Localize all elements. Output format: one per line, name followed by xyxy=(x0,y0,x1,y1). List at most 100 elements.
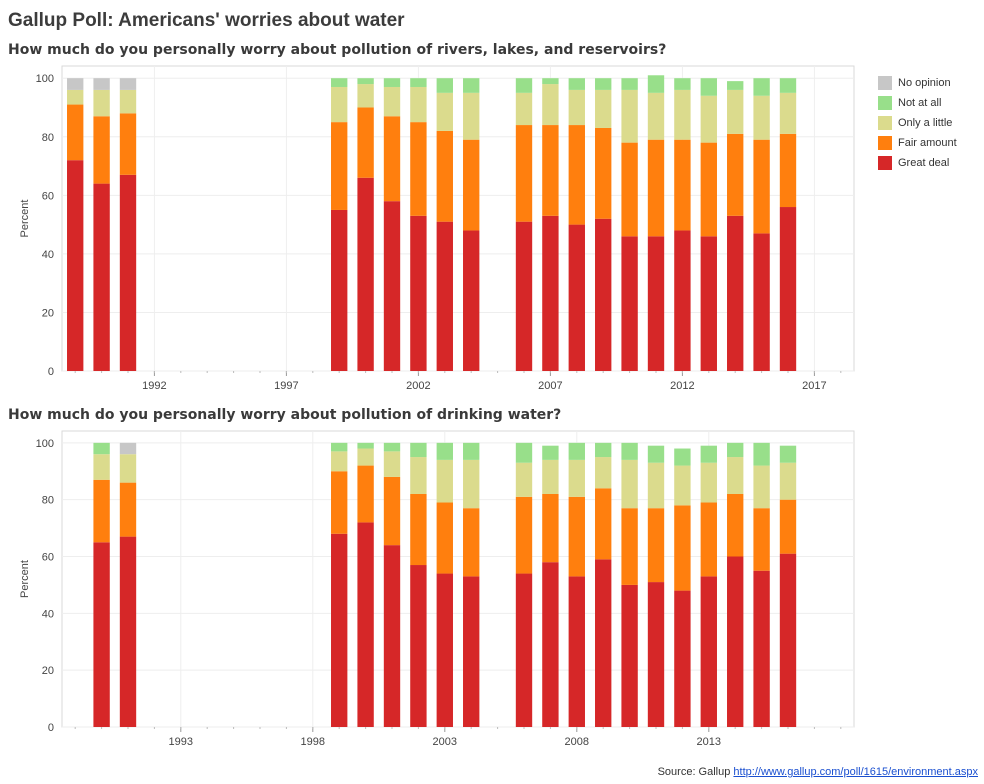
bar-only-a-little-2001[interactable] xyxy=(383,451,401,477)
bar-not-at-all-2014[interactable] xyxy=(727,81,744,90)
bar-only-a-little-2009[interactable] xyxy=(595,89,612,128)
bar-only-a-little-2012[interactable] xyxy=(674,465,691,506)
bar-only-a-little-1989[interactable] xyxy=(67,89,84,105)
bar-only-a-little-2008[interactable] xyxy=(568,459,585,497)
bar-not-at-all-2001[interactable] xyxy=(383,442,401,452)
bar-great-deal-2007[interactable] xyxy=(542,215,559,371)
legend-item-fair-amount[interactable]: Fair amount xyxy=(878,133,957,153)
bar-only-a-little-1991[interactable] xyxy=(119,454,137,483)
bar-fair-amount-2000[interactable] xyxy=(357,107,374,178)
bar-not-at-all-1999[interactable] xyxy=(331,442,348,452)
bar-fair-amount-1989[interactable] xyxy=(67,104,84,161)
bar-fair-amount-2016[interactable] xyxy=(779,499,797,554)
bar-fair-amount-2008[interactable] xyxy=(568,125,585,225)
bar-not-at-all-2012[interactable] xyxy=(674,78,691,90)
bar-great-deal-1999[interactable] xyxy=(331,533,348,727)
bar-fair-amount-2011[interactable] xyxy=(647,508,665,583)
bar-great-deal-2008[interactable] xyxy=(568,576,585,727)
bar-great-deal-2001[interactable] xyxy=(383,545,401,727)
bar-fair-amount-2016[interactable] xyxy=(779,133,797,208)
bar-not-at-all-2002[interactable] xyxy=(410,442,427,458)
bar-not-at-all-2000[interactable] xyxy=(357,442,374,449)
bar-not-at-all-2010[interactable] xyxy=(621,78,638,90)
bar-great-deal-2016[interactable] xyxy=(779,553,797,727)
bar-fair-amount-2002[interactable] xyxy=(410,122,427,216)
bar-only-a-little-2001[interactable] xyxy=(383,86,401,117)
bar-not-at-all-1999[interactable] xyxy=(331,78,348,87)
bar-not-at-all-2002[interactable] xyxy=(410,78,427,87)
bar-great-deal-2002[interactable] xyxy=(410,215,427,371)
bar-fair-amount-2007[interactable] xyxy=(542,125,559,216)
bar-fair-amount-2003[interactable] xyxy=(436,502,453,574)
bar-only-a-little-2000[interactable] xyxy=(357,84,374,108)
bar-only-a-little-2014[interactable] xyxy=(727,457,744,494)
bar-great-deal-2002[interactable] xyxy=(410,565,427,727)
bar-only-a-little-2014[interactable] xyxy=(727,89,744,134)
bar-great-deal-2003[interactable] xyxy=(436,221,453,371)
bar-not-at-all-2013[interactable] xyxy=(700,445,717,463)
bar-great-deal-2015[interactable] xyxy=(753,570,770,727)
bar-great-deal-1990[interactable] xyxy=(93,542,110,727)
bar-great-deal-2016[interactable] xyxy=(779,207,797,371)
bar-fair-amount-2001[interactable] xyxy=(383,116,401,202)
bar-great-deal-2004[interactable] xyxy=(463,230,480,371)
bar-only-a-little-2011[interactable] xyxy=(647,92,665,140)
bar-fair-amount-2011[interactable] xyxy=(647,139,665,237)
bar-only-a-little-2008[interactable] xyxy=(568,89,585,126)
bar-fair-amount-2006[interactable] xyxy=(515,125,533,222)
bar-no-opinion-1991[interactable] xyxy=(119,78,137,90)
bar-fair-amount-2010[interactable] xyxy=(621,508,638,585)
bar-fair-amount-2008[interactable] xyxy=(568,496,585,577)
bar-only-a-little-2013[interactable] xyxy=(700,462,717,503)
bar-only-a-little-2015[interactable] xyxy=(753,95,770,140)
bar-fair-amount-2010[interactable] xyxy=(621,142,638,237)
bar-only-a-little-2000[interactable] xyxy=(357,448,374,466)
bar-not-at-all-2006[interactable] xyxy=(515,78,533,93)
bar-only-a-little-2004[interactable] xyxy=(463,92,480,140)
bar-fair-amount-1991[interactable] xyxy=(119,113,137,175)
bar-great-deal-2013[interactable] xyxy=(700,576,717,727)
bar-fair-amount-2015[interactable] xyxy=(753,508,770,571)
bar-fair-amount-2012[interactable] xyxy=(674,505,691,591)
bar-fair-amount-2001[interactable] xyxy=(383,476,401,546)
bar-not-at-all-2011[interactable] xyxy=(647,75,665,93)
legend-item-not-at-all[interactable]: Not at all xyxy=(878,93,957,113)
bar-fair-amount-1999[interactable] xyxy=(331,122,348,210)
bar-fair-amount-2000[interactable] xyxy=(357,465,374,523)
source-link[interactable]: http://www.gallup.com/poll/1615/environm… xyxy=(733,766,978,778)
bar-not-at-all-2011[interactable] xyxy=(647,445,665,463)
bar-only-a-little-2003[interactable] xyxy=(436,92,453,131)
bar-fair-amount-1990[interactable] xyxy=(93,479,110,543)
bar-only-a-little-1991[interactable] xyxy=(119,89,137,114)
bar-fair-amount-2006[interactable] xyxy=(515,496,533,574)
bar-fair-amount-2007[interactable] xyxy=(542,493,559,563)
bar-not-at-all-2004[interactable] xyxy=(463,78,480,93)
bar-fair-amount-2015[interactable] xyxy=(753,139,770,234)
bar-not-at-all-2006[interactable] xyxy=(515,442,533,463)
bar-only-a-little-2004[interactable] xyxy=(463,459,480,509)
bar-only-a-little-2016[interactable] xyxy=(779,462,797,500)
bar-great-deal-2011[interactable] xyxy=(647,582,665,727)
bar-only-a-little-2006[interactable] xyxy=(515,92,533,126)
bar-great-deal-1991[interactable] xyxy=(119,174,137,371)
bar-not-at-all-2009[interactable] xyxy=(595,78,612,90)
bar-not-at-all-2013[interactable] xyxy=(700,78,717,96)
bar-not-at-all-2015[interactable] xyxy=(753,78,770,96)
bar-fair-amount-1999[interactable] xyxy=(331,471,348,534)
bar-fair-amount-2009[interactable] xyxy=(595,488,612,560)
bar-great-deal-2004[interactable] xyxy=(463,576,480,727)
bar-only-a-little-1990[interactable] xyxy=(93,454,110,480)
bar-only-a-little-2002[interactable] xyxy=(410,457,427,494)
bar-not-at-all-2009[interactable] xyxy=(595,442,612,458)
legend-item-only-a-little[interactable]: Only a little xyxy=(878,113,957,133)
bar-only-a-little-2012[interactable] xyxy=(674,89,691,140)
bar-not-at-all-2003[interactable] xyxy=(436,442,453,460)
bar-great-deal-2014[interactable] xyxy=(727,556,744,727)
bar-fair-amount-2014[interactable] xyxy=(727,493,744,557)
bar-great-deal-2012[interactable] xyxy=(674,590,691,727)
bar-fair-amount-2003[interactable] xyxy=(436,130,453,222)
bar-fair-amount-2002[interactable] xyxy=(410,493,427,566)
bar-only-a-little-2006[interactable] xyxy=(515,462,533,497)
bar-great-deal-2000[interactable] xyxy=(357,522,374,727)
bar-not-at-all-2010[interactable] xyxy=(621,442,638,460)
